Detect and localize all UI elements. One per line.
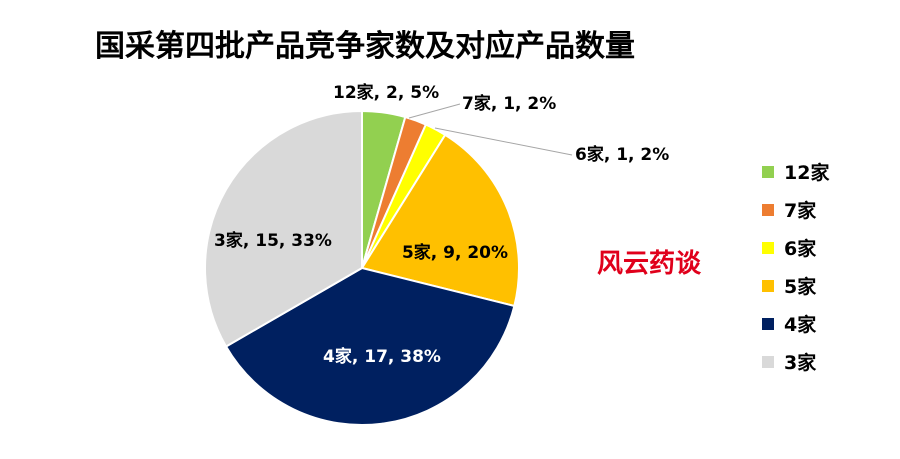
data-label-2: 7家, 1, 2%	[462, 93, 556, 114]
watermark-text: 风云药谈	[597, 249, 702, 279]
pie-slices	[204, 109, 520, 426]
pie-slice-5	[224, 266, 516, 426]
pie-slice-4	[360, 133, 520, 308]
data-label-6: 3家, 15, 33%	[214, 230, 332, 251]
leader-line-2	[408, 103, 461, 119]
pie-slice-6	[204, 109, 363, 348]
chart-title: 国采第四批产品竞争家数及对应产品数量	[95, 29, 635, 64]
leader-lines	[408, 103, 573, 156]
data-label-4: 5家, 9, 20%	[402, 242, 508, 263]
data-label-5: 4家, 17, 38%	[323, 346, 441, 367]
data-label-1: 12家, 2, 5%	[333, 82, 439, 103]
legend-label-2: 7家	[784, 199, 817, 222]
legend-label-5: 4家	[784, 313, 817, 336]
legend-label-1: 12家	[784, 161, 830, 184]
legend-label-6: 3家	[784, 351, 817, 374]
legend-swatch-5	[762, 318, 774, 330]
data-labels: 12家, 2, 5% 7家, 1, 2% 6家, 1, 2% 5家, 9, 20% 4家…	[214, 82, 669, 367]
legend-swatch-2	[762, 204, 774, 216]
data-label-3: 6家, 1, 2%	[575, 144, 669, 165]
legend-swatch-3	[762, 242, 774, 254]
leader-line-3	[434, 127, 573, 156]
legend-swatch-6	[762, 356, 774, 368]
legend-label-3: 6家	[784, 237, 817, 260]
legend-swatch-1	[762, 166, 774, 178]
legend-label-4: 5家	[784, 275, 817, 298]
legend: 12家 7家 6家 5家 4家 3家	[762, 161, 830, 374]
legend-swatch-4	[762, 280, 774, 292]
